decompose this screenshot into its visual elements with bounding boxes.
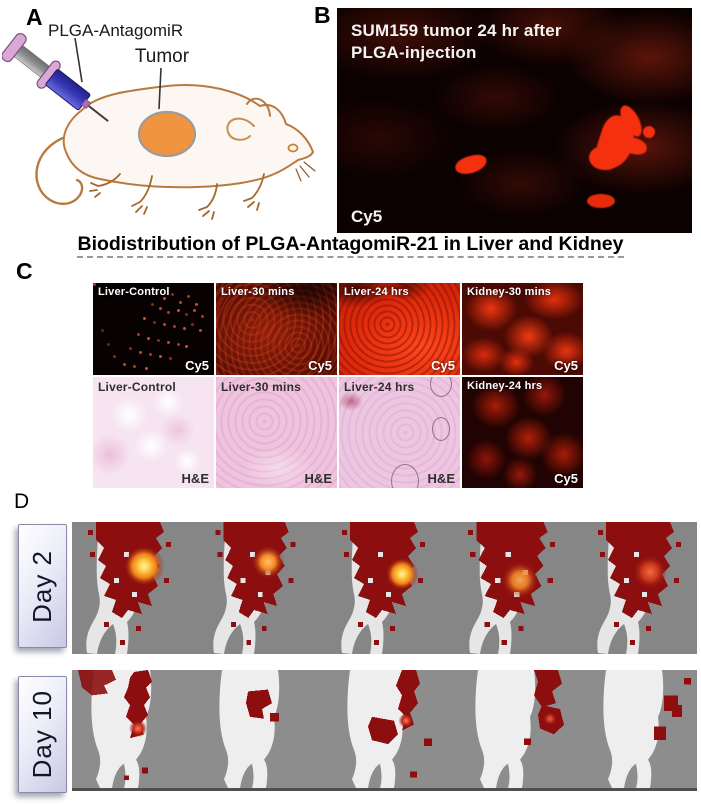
stain-label: Cy5 [554,471,578,486]
cell-label: Liver-24 hrs [344,286,409,298]
mouse-whiskers [295,161,316,182]
day2-imaging-strip [72,522,697,654]
mouse-eye [287,143,299,153]
tissue-vacuole [430,377,452,397]
micrograph-liver-control-cy5: Liver-Control Cy5 [93,283,214,375]
panel-a-letter: A [26,4,43,30]
day2-label: Day 2 [27,549,57,623]
mouse-injection-diagram: Tumor PLGA-AntagomiR [2,24,316,220]
fluorescence-blob [587,194,615,208]
mouse-legs [89,173,265,220]
micrograph-kidney-24hr-cy5: Kidney-24 hrs Cy5 [462,377,583,488]
stain-label: H&E [304,471,332,486]
stain-label: Cy5 [431,358,455,373]
stain-label: H&E [427,471,455,486]
cell-label: Liver-24 hrs [344,380,415,394]
cell-label: Liver-30 mins [221,286,295,298]
cell-label: Liver-Control [98,286,170,298]
section-title: Biodistribution of PLGA-AntagomiR-21 in … [0,233,701,258]
micrograph-liver-control-hne: Liver-Control H&E [93,377,214,488]
panel-c-letter: C [16,258,33,284]
micrograph-liver-24hr-hne: Liver-24 hrs H&E [339,377,460,488]
fluorescence-blob [643,126,655,138]
mouse-tail [35,134,84,206]
tumor-pointer-line [158,67,162,110]
tumor-fluorescence-image: SUM159 tumor 24 hr after PLGA-injection … [337,8,692,233]
stain-label: Cy5 [554,358,578,373]
tumor-label: Tumor [135,46,190,67]
tumor-ellipse [137,110,197,158]
day10-imaging-strip [72,670,697,791]
fluorescence-blob [589,146,619,170]
panel-b-letter: B [314,2,331,28]
day10-label: Day 10 [27,690,57,779]
tissue-vacuole [391,464,419,488]
sparse-red-dots [93,283,96,286]
stain-label: H&E [181,471,209,486]
fluorescence-blob [453,152,489,177]
micrograph-liver-30min-cy5: Liver-30 mins Cy5 [216,283,337,375]
day10-label-box: Day 10 [18,676,67,793]
mouse-inner-ear [226,117,255,141]
cell-label: Liver-30 mins [221,380,301,394]
day2-label-box: Day 2 [18,524,67,648]
micrograph-kidney-30min-cy5: Kidney-30 mins Cy5 [462,283,583,375]
biodistribution-grid: Liver-Control Cy5 Liver-30 mins Cy5 Live… [93,283,585,488]
syringe-label: PLGA-AntagomiR [48,24,183,40]
cell-label: Liver-Control [98,380,176,394]
panel-b-stain-label: Cy5 [351,207,383,226]
mouse-ear-icon [246,97,271,117]
cell-label: Kidney-24 hrs [467,380,543,392]
micrograph-liver-24hr-cy5: Liver-24 hrs Cy5 [339,283,460,375]
day10-signal-patches [78,670,691,781]
cell-label: Kidney-30 mins [467,286,552,298]
panel-d-letter: D [14,490,30,513]
micrograph-liver-30min-hne: Liver-30 mins H&E [216,377,337,488]
tissue-vacuole [432,417,450,441]
syringe-icon [2,32,109,122]
stain-label: Cy5 [185,358,209,373]
syringe-pointer-line [74,37,83,83]
stain-label: Cy5 [308,358,332,373]
panel-b-caption: SUM159 tumor 24 hr after PLGA-injection [351,21,562,63]
